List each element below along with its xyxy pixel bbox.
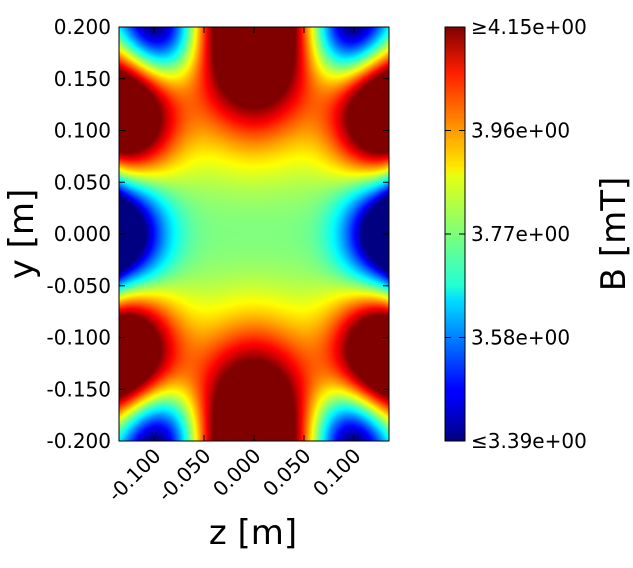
colorbar-tick-label: ≥4.15e+00 (471, 15, 587, 39)
heatmap (119, 27, 389, 441)
y-tick-label: 0.000 (54, 222, 111, 246)
colorbar-tick-label: ≤3.39e+00 (471, 429, 587, 453)
y-axis-ticks: 0.200 0.150 0.100 0.050 0.000 -0.050 -0.100 -0.… (47, 15, 389, 453)
x-tick-label: 0.000 (208, 444, 265, 501)
x-tick-label: -0.050 (153, 444, 216, 507)
x-tick-label: 0.050 (258, 444, 315, 501)
y-tick-label: -0.100 (47, 326, 111, 350)
x-axis-title: z [m] (209, 513, 297, 553)
y-tick-label: -0.150 (47, 377, 111, 401)
y-tick-label: -0.200 (47, 429, 111, 453)
heatmap-canvas (119, 27, 389, 441)
colorbar-title: B [mT] (594, 177, 633, 292)
colorbar-tick-label: 3.96e+00 (471, 119, 570, 143)
y-tick-label: 0.150 (54, 67, 111, 91)
colorbar-tick-label: 3.77e+00 (471, 222, 570, 246)
colorbar-ticks: ≥4.15e+00 3.96e+00 3.77e+00 3.58e+00 ≤3.39e+… (445, 15, 587, 453)
x-tick-label: 0.100 (308, 444, 365, 501)
y-tick-label: 0.050 (54, 170, 111, 194)
colorbar-tick-label: 3.58e+00 (471, 326, 570, 350)
x-tick-label: -0.100 (103, 444, 166, 507)
y-tick-label: -0.050 (47, 274, 111, 298)
y-tick-label: 0.100 (54, 119, 111, 143)
y-tick-label: 0.200 (54, 15, 111, 39)
y-axis-title: y [m] (2, 189, 42, 280)
